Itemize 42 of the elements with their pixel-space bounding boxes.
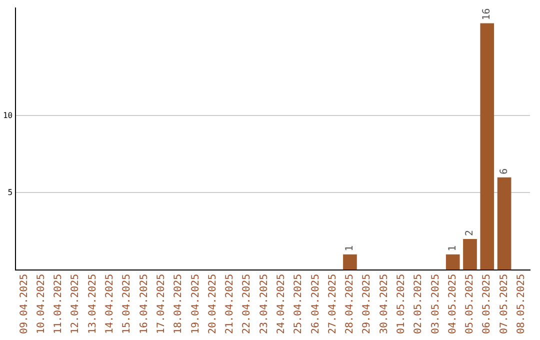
x-tick-label: 07.05.2025: [498, 274, 510, 334]
x-tick-label: 20.04.2025: [207, 274, 218, 334]
bar: [463, 238, 477, 270]
x-tick-label: 14.04.2025: [104, 274, 116, 334]
x-tick-label: 02.05.2025: [413, 274, 424, 334]
x-tick-label: 26.04.2025: [310, 274, 322, 334]
bar: [446, 254, 460, 270]
y-tick-label: 5: [8, 188, 13, 197]
x-tick-label: 21.04.2025: [224, 274, 236, 334]
x-tick-label: 16.04.2025: [138, 274, 150, 334]
x-tick-label: 23.04.2025: [258, 274, 270, 334]
data-label: 6: [498, 168, 510, 174]
x-tick-label: 28.04.2025: [344, 274, 356, 334]
x-tick-label: 12.04.2025: [70, 274, 82, 334]
x-tick-label: 09.04.2025: [18, 274, 30, 334]
x-tick-label: 19.04.2025: [190, 274, 202, 334]
bar: [343, 254, 357, 270]
bar: [480, 23, 494, 270]
x-tick-label: 24.04.2025: [276, 274, 287, 334]
data-label: 2: [464, 230, 476, 236]
x-tick-label: 27.04.2025: [327, 274, 338, 334]
x-tick-label: 29.04.2025: [362, 274, 373, 334]
x-tick-label: 15.04.2025: [122, 274, 133, 334]
y-tick-label: 10: [2, 110, 13, 120]
x-tick-label: 03.05.2025: [430, 274, 442, 334]
data-label: 1: [344, 245, 356, 252]
x-tick-label: 11.04.2025: [53, 274, 64, 334]
x-tick-label: 01.05.2025: [396, 274, 407, 334]
x-tick-label: 05.05.2025: [464, 274, 476, 334]
data-label: 16: [482, 8, 493, 20]
x-tick-label: 06.05.2025: [482, 274, 493, 334]
x-tick-label: 10.04.2025: [36, 274, 47, 334]
x-tick-label: 22.04.2025: [242, 274, 253, 334]
x-tick-label: 18.04.2025: [173, 274, 184, 334]
x-tick-label: 30.04.2025: [378, 274, 390, 334]
x-tick-label: 25.04.2025: [293, 274, 304, 334]
data-label: 1: [447, 245, 458, 252]
x-tick-label: 04.05.2025: [447, 274, 458, 334]
x-tick-label: 17.04.2025: [156, 274, 167, 334]
x-tick-label: 08.05.2025: [516, 274, 528, 334]
x-tick-label: 13.04.2025: [87, 274, 98, 334]
bar: [497, 177, 512, 270]
